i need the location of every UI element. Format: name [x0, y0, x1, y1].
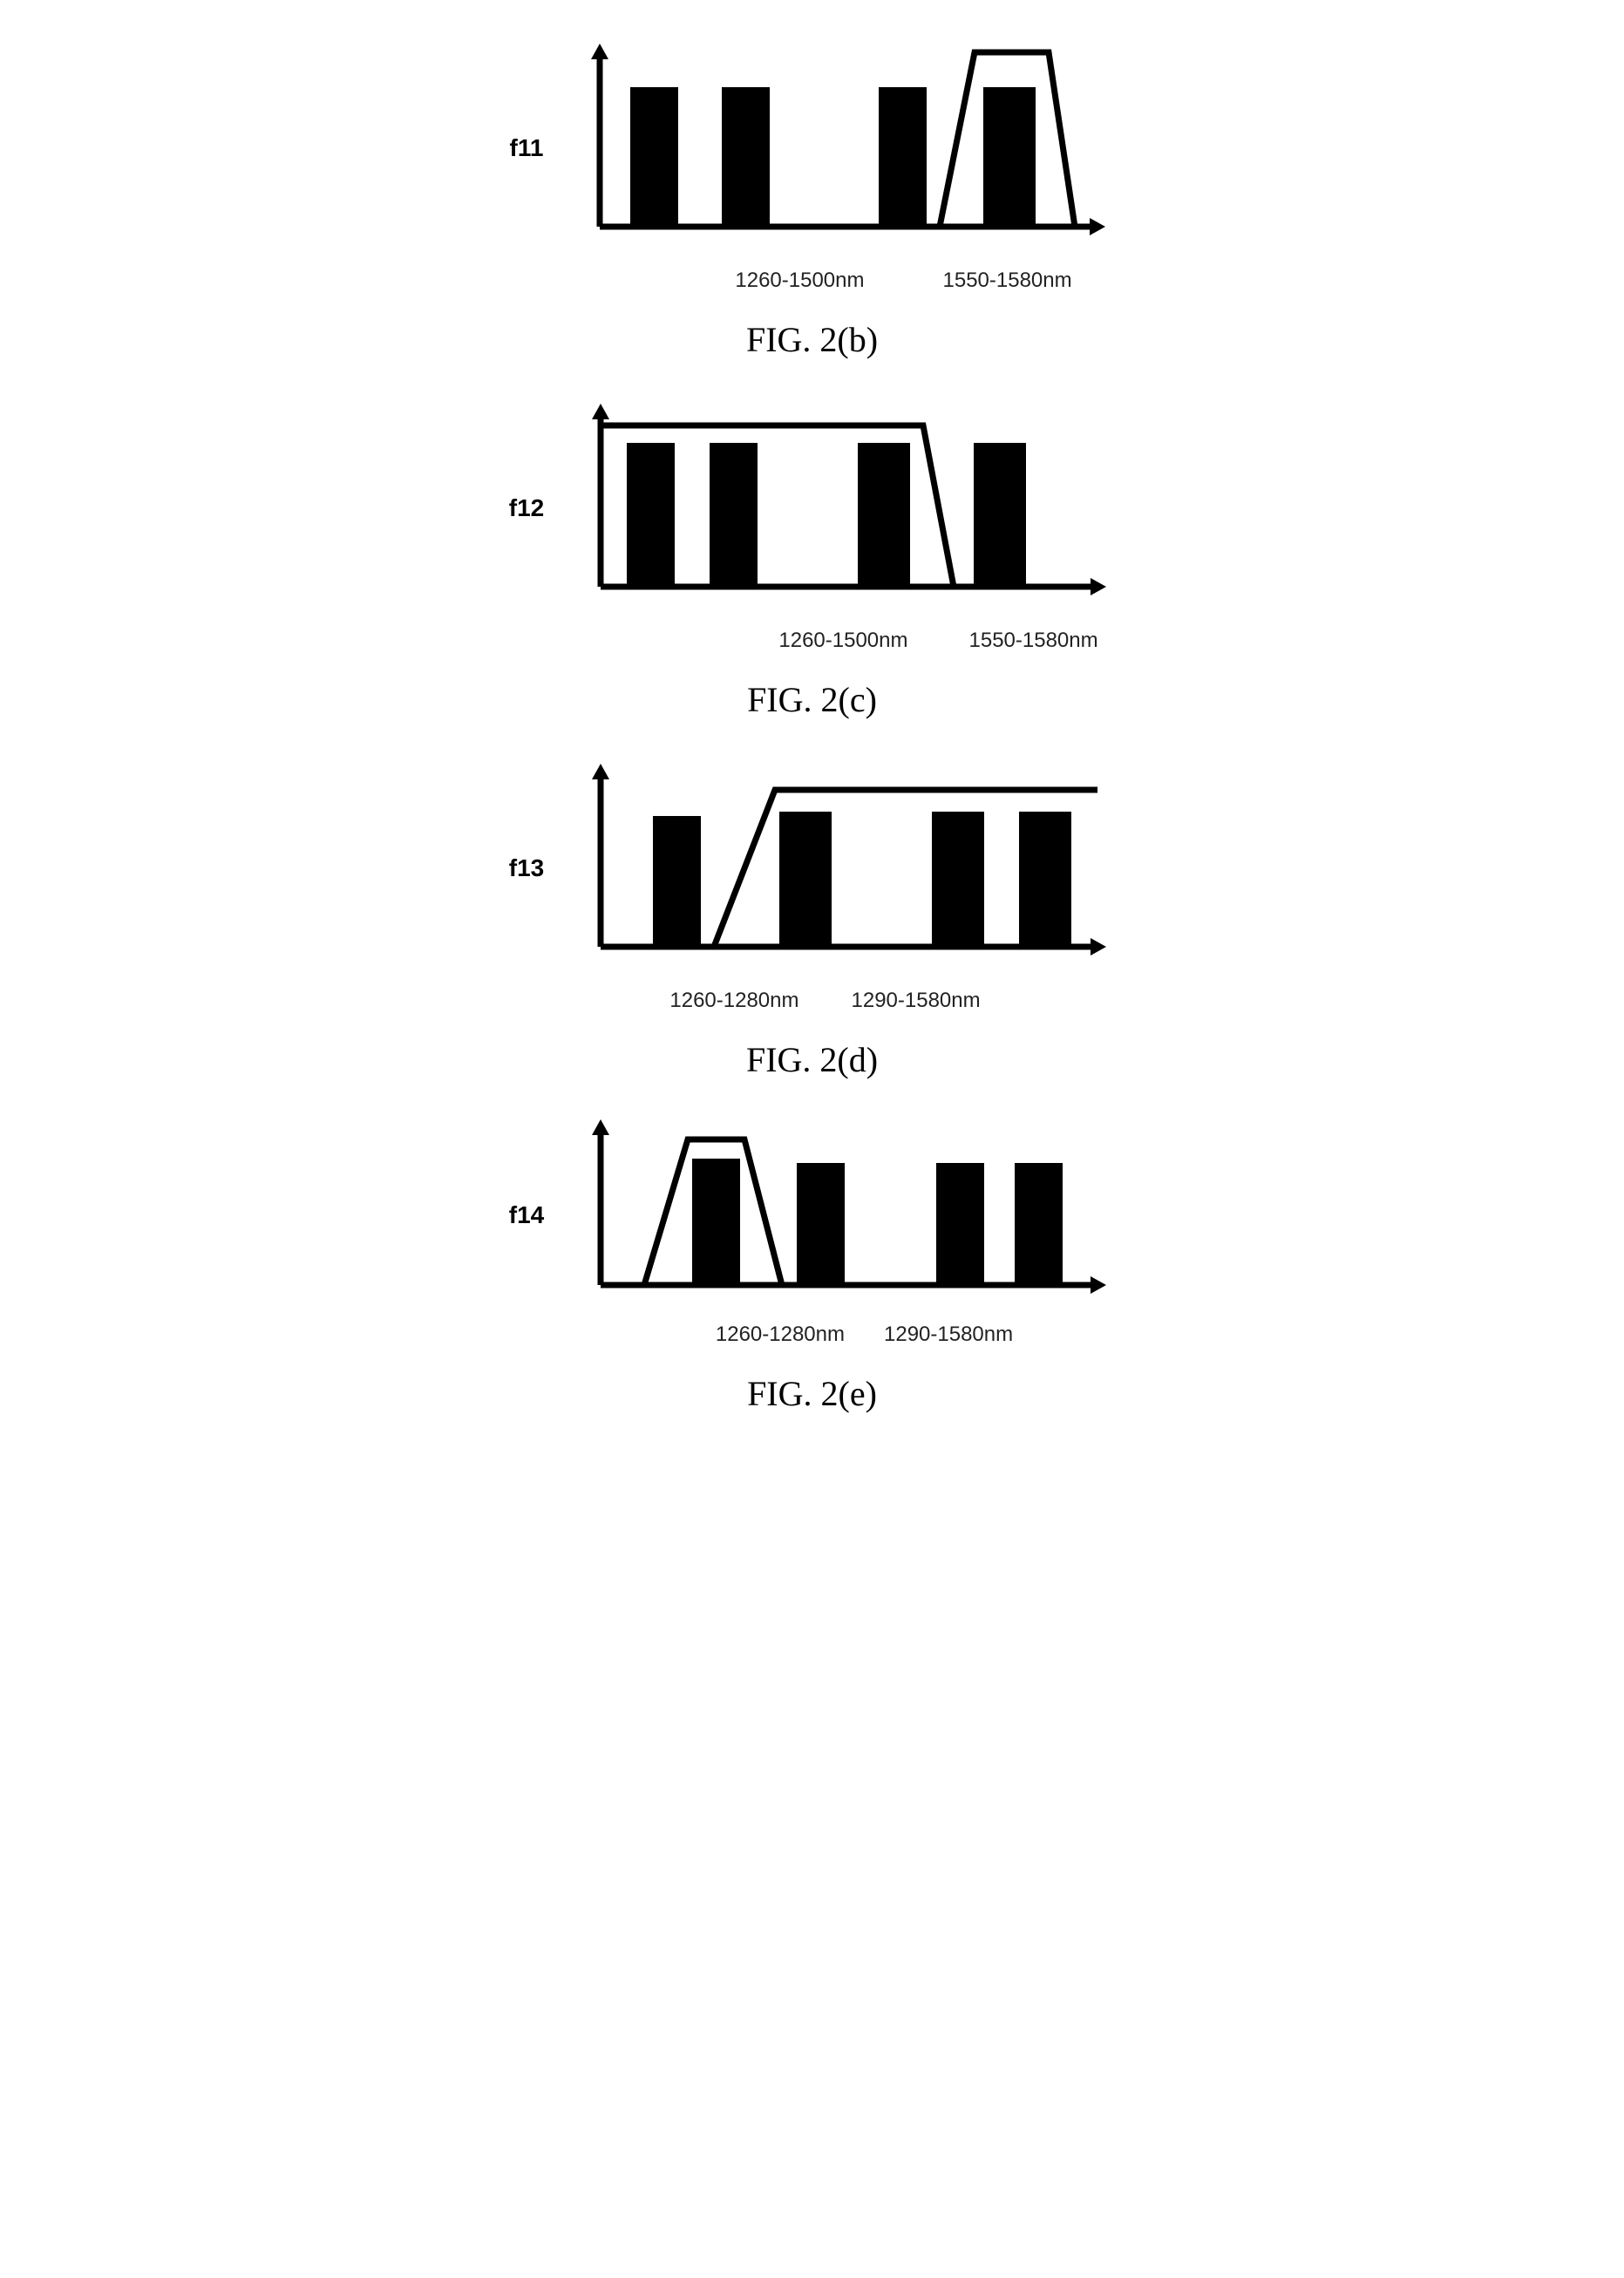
figure-fig-b: f11 1260-1500nm 1550-1580nm FIG. 2(b): [509, 35, 1115, 360]
x-axis-label: 1550-1580nm: [943, 269, 1072, 293]
figure-caption: FIG. 2(c): [747, 679, 877, 720]
x-axis-labels: 1260-1280nm 1290-1580nm: [643, 989, 980, 1013]
x-axis-labels: 1260-1280nm 1290-1580nm: [611, 1323, 1013, 1347]
spectrum-bar: [1019, 812, 1071, 947]
x-axis-label: 1260-1500nm: [735, 269, 864, 293]
y-axis-label: f13: [509, 854, 544, 882]
spectrum-bar: [692, 1159, 740, 1285]
x-axis-label: 1260-1280nm: [669, 989, 798, 1013]
x-axis-label: 1290-1580nm: [884, 1323, 1013, 1347]
spectrum-chart: [557, 395, 1115, 622]
spectrum-bar: [983, 87, 1036, 227]
chart-row: f14: [509, 1115, 1115, 1316]
y-axis-label: f14: [509, 1201, 544, 1229]
x-axis-labels: 1260-1500nm 1550-1580nm: [552, 269, 1071, 293]
spectrum-bar: [974, 443, 1026, 587]
x-axis-label: 1260-1280nm: [716, 1323, 845, 1347]
x-axis-labels: 1260-1500nm 1550-1580nm: [526, 629, 1097, 653]
chart-row: f13: [509, 755, 1115, 982]
spectrum-bar: [932, 812, 984, 947]
figure-caption: FIG. 2(e): [747, 1373, 877, 1414]
spectrum-bar: [630, 87, 678, 227]
spectrum-chart: [556, 35, 1114, 262]
y-axis-label: f11: [510, 134, 544, 162]
spectrum-bar: [627, 443, 675, 587]
y-axis-label: f12: [509, 494, 544, 522]
figure-fig-e: f14 1260-1280nm 1290-1580nm FIG. 2(e): [509, 1115, 1115, 1414]
spectrum-bar: [797, 1163, 845, 1285]
figure-caption: FIG. 2(b): [746, 319, 878, 360]
x-axis-label: 1550-1580nm: [969, 629, 1098, 653]
spectrum-bar: [722, 87, 770, 227]
figure-fig-d: f13 1260-1280nm 1290-1580nm FIG. 2(d): [509, 755, 1115, 1080]
spectrum-chart: [557, 1115, 1115, 1316]
figure-caption: FIG. 2(d): [746, 1039, 878, 1080]
spectrum-chart: [557, 755, 1115, 982]
spectrum-bar: [879, 87, 927, 227]
spectrum-bar: [653, 816, 701, 947]
x-axis-label: 1290-1580nm: [852, 989, 981, 1013]
spectrum-bar: [936, 1163, 984, 1285]
chart-row: f11: [510, 35, 1115, 262]
chart-row: f12: [509, 395, 1115, 622]
spectrum-bar: [710, 443, 758, 587]
spectrum-bar: [779, 812, 832, 947]
figure-fig-c: f12 1260-1500nm 1550-1580nm FIG. 2(c): [509, 395, 1115, 720]
spectrum-bar: [1015, 1163, 1063, 1285]
x-axis-label: 1260-1500nm: [778, 629, 907, 653]
spectrum-bar: [858, 443, 910, 587]
